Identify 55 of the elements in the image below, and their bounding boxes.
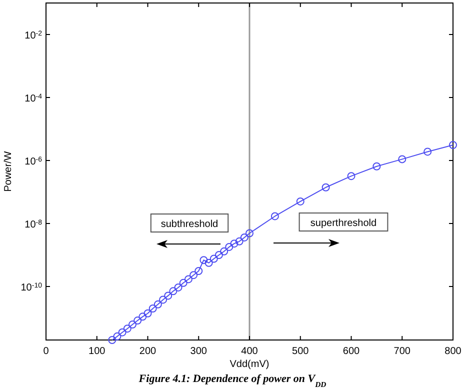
point: [204, 258, 213, 267]
x-tick-label: 200: [139, 346, 157, 357]
point: [372, 162, 381, 170]
point: [123, 324, 132, 333]
point: [194, 267, 203, 276]
x-tick-label: 0: [43, 346, 50, 357]
point: [214, 250, 223, 259]
point: [108, 336, 116, 344]
point: [164, 292, 172, 300]
x-tick-label: 600: [342, 346, 360, 357]
point: [144, 309, 152, 318]
point: [246, 229, 254, 238]
y-tick-label: 10$^{-10}$: [20, 282, 42, 294]
x-tick-label: 100: [88, 346, 106, 357]
point: [220, 247, 228, 256]
point: [169, 287, 178, 296]
point: [296, 197, 304, 206]
point: [210, 254, 218, 263]
point: [235, 237, 244, 246]
point: [134, 316, 142, 325]
point: [118, 328, 126, 336]
point: [322, 183, 330, 192]
y-tick-label: 10$^{-8}$: [24, 218, 42, 230]
point: [159, 296, 168, 304]
x-axis-title: Vdd(mV): [230, 359, 270, 370]
point: [184, 275, 192, 284]
point: [225, 242, 234, 251]
x-tick-label: 400: [241, 346, 258, 357]
point: [113, 332, 122, 340]
annotation: superthreshold: [310, 218, 377, 229]
y-tick-label: 10$^{-4}$: [24, 92, 42, 104]
point: [347, 172, 356, 180]
point: [179, 278, 188, 287]
y-tick-label: 10$^{-6}$: [24, 156, 42, 168]
point: [128, 320, 136, 329]
point: [398, 155, 406, 164]
x-tick-label: 700: [394, 346, 411, 357]
point: [138, 312, 147, 321]
caption: Figure 4.1: Dependence of power on V$_{DD}$: [138, 373, 327, 388]
point: [449, 141, 457, 150]
point: [174, 283, 182, 292]
point: [200, 256, 208, 264]
point: [240, 233, 248, 242]
x-tick-label: 300: [190, 346, 208, 357]
y-axis-title: Power/W: [3, 150, 14, 192]
point: [154, 300, 162, 308]
point: [270, 212, 279, 220]
annotation: subthreshold: [160, 219, 218, 230]
point: [190, 271, 198, 280]
y-tick-label: 10$^{-2}$: [24, 30, 42, 42]
point: [424, 148, 432, 156]
x-tick-label: 800: [444, 346, 462, 357]
point: [230, 240, 238, 248]
point: [148, 304, 157, 312]
x-tick-label: 500: [292, 346, 310, 357]
